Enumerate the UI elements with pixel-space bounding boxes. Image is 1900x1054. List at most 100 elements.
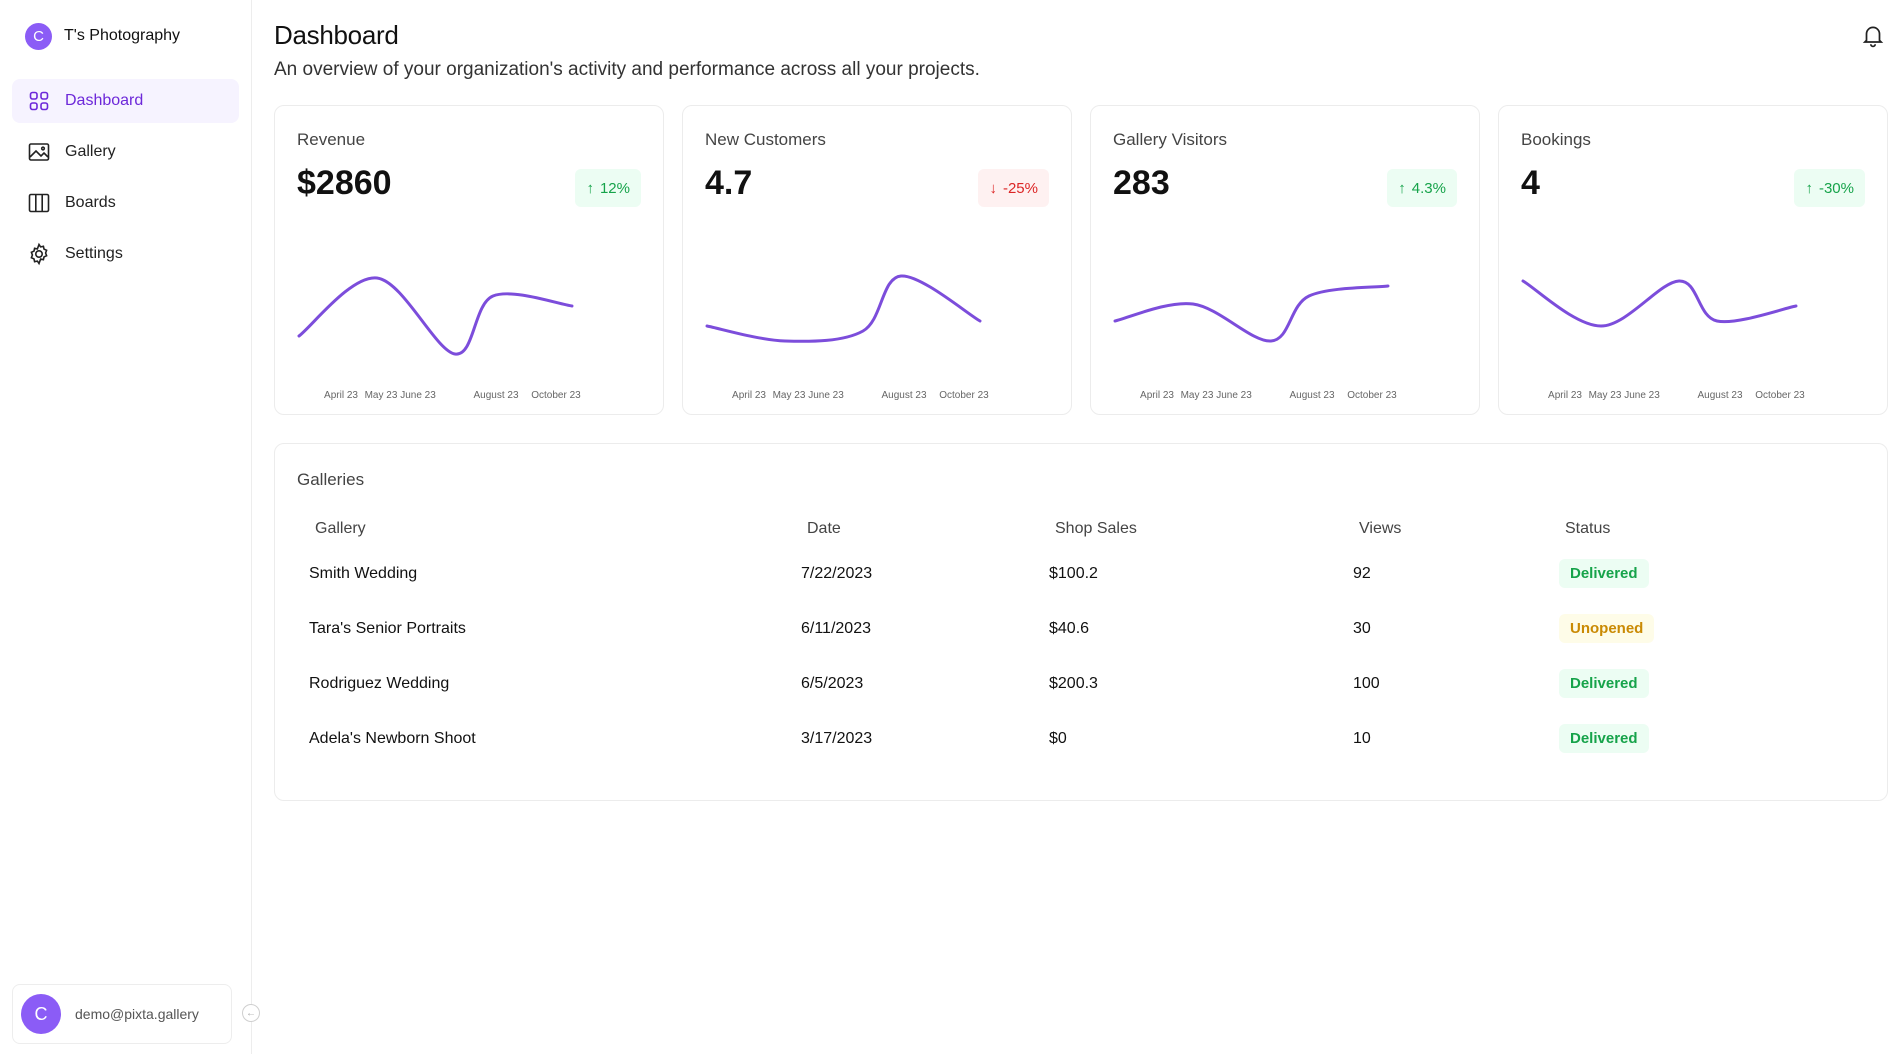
cell-gallery: Tara's Senior Portraits [309, 619, 466, 637]
cell-views: 10 [1353, 729, 1371, 747]
stat-card-gallery-visitors: Gallery Visitors 283 ↑ 4.3% April 23 May … [1090, 105, 1480, 415]
cell-views: 92 [1353, 564, 1371, 582]
x-tick-label: June 23 [808, 390, 844, 401]
x-tick-label: April 23 [1548, 390, 1582, 401]
cell-status: Delivered [1547, 656, 1865, 711]
bell-icon[interactable] [1860, 22, 1886, 48]
org-avatar: C [25, 22, 52, 50]
org-switcher[interactable]: C T's Photography [12, 20, 239, 52]
cell-date: 3/17/2023 [801, 729, 873, 747]
cell-date: 6/5/2023 [801, 674, 864, 692]
sparkline-chart: April 23 May 23 June 23 August 23 October 23 [1113, 284, 1397, 401]
x-tick-label: October 23 [1347, 390, 1397, 401]
x-tick-label: April 23 [732, 390, 766, 401]
table-row[interactable]: Tara's Senior Portraits 6/11/2023 $40.6 … [297, 601, 1865, 656]
stat-value: $2860 [297, 164, 392, 202]
cell-views: 100 [1353, 674, 1380, 692]
x-tick-label: August 23 [1697, 390, 1742, 401]
delta-value: -30% [1818, 179, 1854, 197]
cell-gallery: Rodriguez Wedding [309, 674, 450, 692]
stat-card-new-customers: New Customers 4.7 ↓ -25% April 23 May 23 J… [682, 105, 1072, 415]
cell-shop-sales: $100.2 [1049, 564, 1098, 582]
galleries-table: Gallery Date Shop Sales Views Status Smi… [297, 512, 1865, 766]
arrow-down-icon: ↓ [989, 179, 997, 197]
main-content: Dashboard An overview of your organizati… [252, 0, 1900, 1054]
table-row[interactable]: Adela's Newborn Shoot 3/17/2023 $0 10 De… [297, 711, 1865, 766]
status-badge: Delivered [1559, 669, 1649, 698]
cell-shop-sales: $0 [1049, 729, 1067, 747]
arrow-left-icon: ← [246, 1007, 256, 1019]
cell-date: 7/22/2023 [801, 564, 873, 582]
stat-title: Revenue [297, 130, 366, 149]
series-line [705, 274, 982, 343]
sidebar-item-gallery[interactable]: Gallery [12, 130, 239, 174]
sidebar-item-label: Dashboard [65, 92, 144, 109]
column-header-status[interactable]: Status [1565, 520, 1611, 537]
cell-gallery: Adela's Newborn Shoot [309, 729, 476, 747]
table-row[interactable]: Rodriguez Wedding 6/5/2023 $200.3 100 De… [297, 656, 1865, 711]
x-tick-label: August 23 [881, 390, 926, 401]
stat-title: Gallery Visitors [1113, 130, 1227, 149]
x-tick-label: June 23 [400, 390, 436, 401]
x-tick-label: May 23 [1181, 390, 1214, 401]
sidebar-item-dashboard[interactable]: Dashboard [12, 79, 239, 123]
cell-status: Delivered [1547, 546, 1865, 601]
x-tick-label: October 23 [939, 390, 989, 401]
cell-date: 6/11/2023 [801, 619, 871, 637]
stat-cards: Revenue $2860 ↑ 12% April 23 May 23 June 2… [274, 105, 1888, 415]
gear-icon [27, 242, 51, 266]
delta-badge: ↑ -30% [1794, 169, 1865, 207]
table-header-row: Gallery Date Shop Sales Views Status [297, 512, 1865, 546]
column-header-views[interactable]: Views [1359, 520, 1402, 537]
sparkline-chart: April 23 May 23 June 23 August 23 October 23 [1521, 279, 1805, 401]
cell-views: 30 [1353, 619, 1371, 637]
cell-shop-sales: $200.3 [1049, 674, 1098, 692]
x-tick-label: August 23 [473, 390, 518, 401]
sparkline-chart: April 23 May 23 June 23 August 23 October 23 [297, 276, 581, 401]
x-tick-label: May 23 [365, 390, 398, 401]
delta-value: 12% [599, 179, 630, 197]
x-tick-label: May 23 [773, 390, 806, 401]
column-header-gallery[interactable]: Gallery [315, 520, 366, 537]
cell-shop-sales: $40.6 [1049, 619, 1090, 637]
sidebar: C T's Photography Dashboard [0, 0, 260, 1054]
x-tick-label: June 23 [1216, 390, 1252, 401]
delta-value: 4.3% [1411, 179, 1446, 197]
delta-value: -25% [1002, 179, 1038, 197]
user-menu[interactable]: C demo@pixta.gallery [12, 984, 232, 1044]
collapse-sidebar-button[interactable]: ← [242, 1004, 260, 1022]
column-header-shop-sales[interactable]: Shop Sales [1055, 520, 1137, 537]
avatar: C [21, 994, 61, 1034]
grid-icon [27, 89, 51, 113]
table-row[interactable]: Smith Wedding 7/22/2023 $100.2 92 Delive… [297, 546, 1865, 601]
status-badge: Delivered [1559, 559, 1649, 588]
sidebar-nav: Dashboard Gallery [12, 79, 239, 276]
x-tick-label: October 23 [1755, 390, 1805, 401]
sidebar-item-settings[interactable]: Settings [12, 232, 239, 276]
arrow-up-icon: ↑ [1398, 179, 1406, 197]
columns-icon [27, 191, 51, 215]
arrow-up-icon: ↑ [586, 179, 594, 197]
series-line [1521, 279, 1798, 328]
x-tick-label: April 23 [324, 390, 358, 401]
stat-value: 4 [1521, 164, 1540, 202]
user-email: demo@pixta.gallery [75, 1006, 199, 1022]
delta-badge: ↑ 4.3% [1387, 169, 1457, 207]
stat-card-revenue: Revenue $2860 ↑ 12% April 23 May 23 June 2… [274, 105, 664, 415]
page-subtitle: An overview of your organization's activ… [274, 59, 980, 80]
cell-status: Delivered [1547, 711, 1865, 766]
series-line [1113, 284, 1390, 343]
sidebar-item-label: Gallery [65, 143, 116, 160]
galleries-table-card: Galleries Gallery Date Shop Sales Views … [274, 443, 1888, 801]
sidebar-item-label: Boards [65, 194, 116, 211]
x-tick-label: June 23 [1624, 390, 1660, 401]
stat-title: Bookings [1521, 130, 1591, 149]
arrow-up-icon: ↑ [1805, 179, 1813, 197]
page-title: Dashboard [274, 20, 399, 50]
cell-status: Unopened [1547, 601, 1865, 656]
stat-value: 283 [1113, 164, 1170, 202]
column-header-date[interactable]: Date [807, 520, 841, 537]
delta-badge: ↑ 12% [575, 169, 641, 207]
sidebar-item-boards[interactable]: Boards [12, 181, 239, 225]
stat-title: New Customers [705, 130, 826, 149]
